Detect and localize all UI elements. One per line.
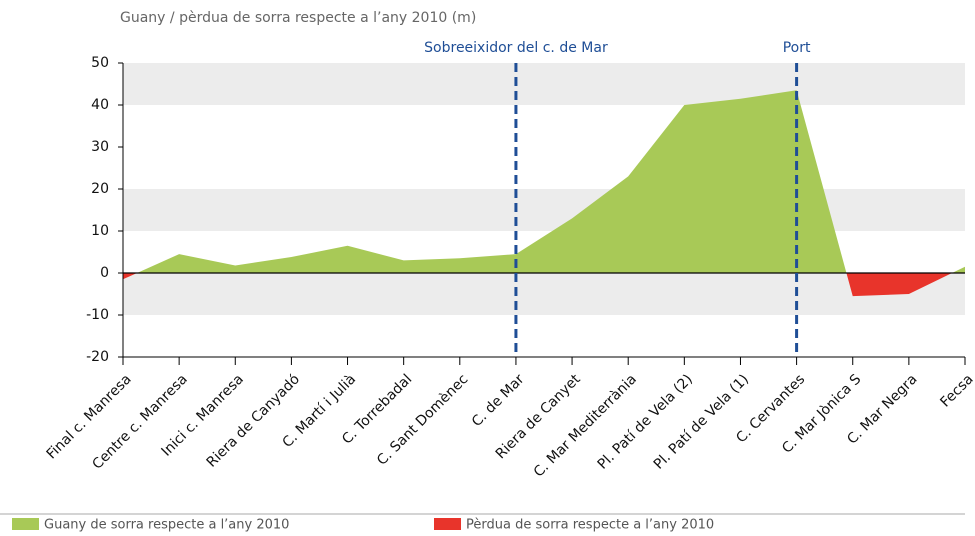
y-tick-label: 20: [91, 181, 109, 197]
y-tick-label: 10: [91, 223, 109, 239]
legend-swatch: [434, 518, 461, 530]
x-tick-label: Riera de Canyadó: [204, 371, 303, 470]
x-tick-label: Fecsa: [937, 371, 975, 410]
x-tick-label: C. de Mar: [469, 371, 528, 430]
y-tick-label: 40: [91, 97, 109, 113]
y-tick-label: 0: [100, 265, 109, 281]
grid-band: [123, 63, 965, 105]
chart-title: Guany / pèrdua de sorra respecte a l’any…: [120, 10, 476, 26]
y-tick-label: -20: [86, 349, 109, 365]
y-tick-label: 30: [91, 139, 109, 155]
x-tick-label: Centre c. Manresa: [89, 371, 190, 472]
grid-band: [123, 189, 965, 231]
y-tick-label: -10: [86, 307, 109, 323]
y-tick-label: 50: [91, 55, 109, 71]
legend-label: Pèrdua de sorra respecte a l’any 2010: [466, 518, 714, 533]
x-tick-label: Pl. Patí de Vela (2): [595, 371, 696, 472]
legend-label: Guany de sorra respecte a l’any 2010: [44, 518, 289, 533]
x-tick-label: Pl. Patí de Vela (1): [651, 371, 752, 472]
annotation-label: Sobreeixidor del c. de Mar: [424, 40, 608, 56]
grid-band: [123, 273, 965, 315]
legend-swatch: [12, 518, 39, 530]
x-tick-label: C. Mar Mediterrània: [531, 371, 640, 480]
gain-area: [123, 90, 965, 273]
loss-area: [123, 273, 965, 297]
annotation-label: Port: [783, 40, 811, 56]
